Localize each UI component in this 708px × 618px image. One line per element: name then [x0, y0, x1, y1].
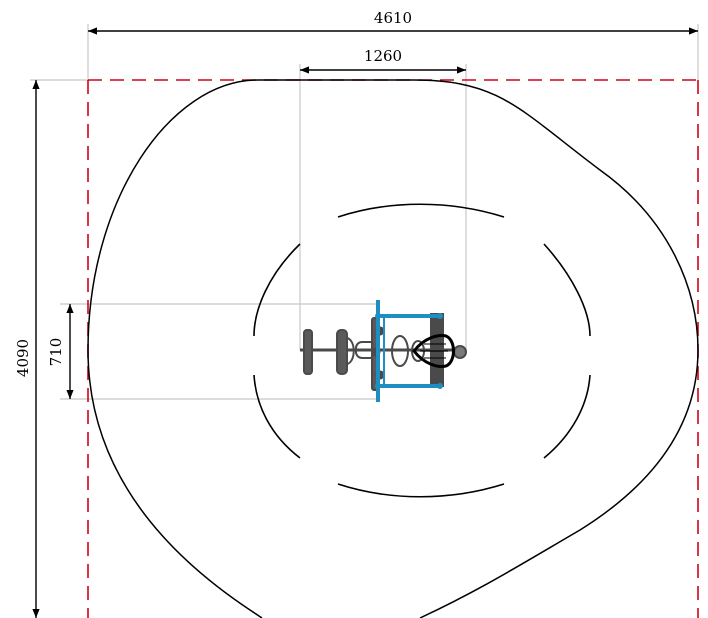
dimension-label-equipment-width: 1260	[364, 47, 402, 65]
dimension-equipment-width: 1260	[300, 47, 466, 74]
fitness-equipment	[300, 300, 467, 402]
dimension-overall-width: 4610	[88, 9, 698, 35]
outer-free-space-outline	[87, 79, 699, 618]
dimension-overall-height: 4090	[14, 80, 40, 618]
dimension-label-equipment-depth: 710	[47, 338, 65, 367]
dimension-equipment-depth: 710	[47, 304, 74, 399]
equipment-blue-joints	[375, 313, 443, 389]
dimension-label-overall-width: 4610	[374, 9, 412, 27]
extension-lines	[30, 24, 699, 400]
equipment-seat	[412, 334, 455, 368]
dimension-label-overall-height: 4090	[14, 339, 32, 377]
inner-movement-zone	[253, 203, 591, 498]
